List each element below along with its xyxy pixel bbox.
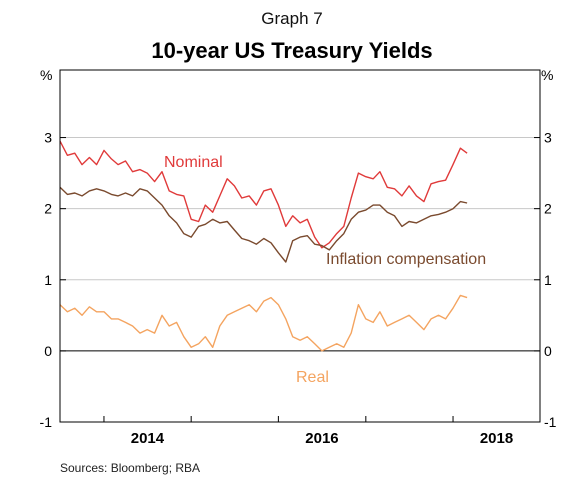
x-tick-label: 2018	[480, 430, 513, 447]
y-axis-ticks: 3 3 2 2 1 1 0 0 -1 -1	[40, 130, 557, 430]
series-lines	[59, 140, 468, 352]
sources-note: Sources: Bloomberg; RBA	[60, 461, 200, 475]
y-tick-label-left: 1	[44, 272, 52, 288]
y-tick-label-left: -1	[40, 414, 53, 430]
series-label-nominal: Nominal	[164, 154, 223, 171]
x-tick-label: 2016	[305, 430, 338, 447]
x-tick-label: 2014	[131, 430, 165, 447]
chart-title: 10-year US Treasury Yields	[151, 38, 432, 63]
graph-number: Graph 7	[261, 9, 322, 28]
y-tick-label-right: 3	[544, 130, 552, 146]
y-tick-label-left: 2	[44, 201, 52, 217]
y-tick-label-left: 3	[44, 130, 52, 146]
series-line-real	[59, 294, 468, 352]
y-tick-label-right: -1	[544, 414, 557, 430]
series-line-nominal	[59, 140, 468, 249]
y-axis-unit-right: %	[541, 67, 553, 83]
x-axis-ticks: 2014 2016 2018	[103, 416, 513, 447]
y-tick-label-right: 2	[544, 201, 552, 217]
y-axis-unit-left: %	[40, 67, 52, 83]
y-tick-label-right: 0	[544, 343, 552, 359]
y-tick-label-right: 1	[544, 272, 552, 288]
series-line-inflation-compensation	[59, 186, 468, 263]
series-label-inflation-compensation: Inflation compensation	[326, 251, 486, 268]
y-tick-label-left: 0	[44, 343, 52, 359]
plot-frame	[59, 69, 541, 423]
series-label-real: Real	[296, 369, 329, 386]
